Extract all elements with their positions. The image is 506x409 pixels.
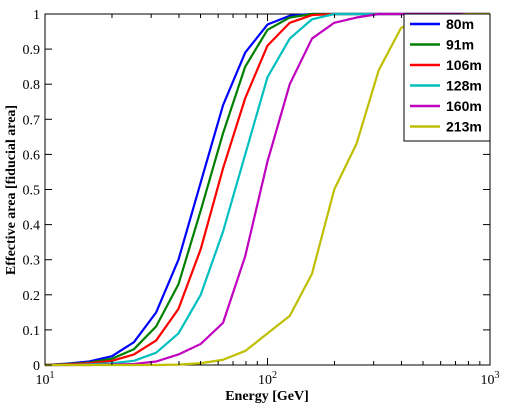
y-tick-label: 0.6	[23, 148, 41, 163]
legend-label-128m: 128m	[446, 78, 482, 94]
y-tick-label: 0.8	[23, 78, 41, 93]
y-axis-label: Effective area [fiducial area]	[4, 105, 19, 275]
y-tick-label: 0.2	[23, 289, 41, 304]
x-axis-label: Energy [GeV]	[225, 389, 309, 404]
legend-label-160m: 160m	[446, 98, 482, 114]
x-tick-base: 10	[36, 373, 50, 388]
x-tick-exponent: 1	[50, 370, 55, 381]
legend-label-213m: 213m	[446, 119, 482, 135]
x-tick-label: 102	[258, 370, 277, 388]
legend: 80m 91m 106m 128m 160m 213m	[403, 13, 491, 142]
y-tick-label: 0.1	[23, 324, 41, 339]
y-tick-labels: 0 0.1 0.2 0.3 0.4 0.5 0.6 0.7 0.8 0.9 1	[23, 8, 41, 374]
y-tick-label: 0	[33, 359, 40, 374]
y-tick-label: 0.5	[23, 184, 41, 199]
legend-box	[403, 13, 491, 142]
legend-label-91m: 91m	[446, 37, 474, 53]
y-tick-label: 0.7	[23, 113, 41, 128]
x-tick-base: 10	[481, 373, 495, 388]
y-tick-label: 0.3	[23, 254, 41, 269]
x-tick-label: 103	[481, 370, 500, 388]
x-tick-labels: 101 102 103	[36, 370, 500, 388]
y-tick-label: 1	[33, 8, 40, 23]
x-tick-base: 10	[258, 373, 272, 388]
y-tick-label: 0.4	[23, 219, 41, 234]
x-tick-exponent: 2	[272, 370, 277, 381]
x-tick-label: 101	[36, 370, 55, 388]
y-tick-label: 0.9	[23, 43, 41, 58]
x-tick-exponent: 3	[495, 370, 500, 381]
legend-label-106m: 106m	[446, 57, 482, 73]
legend-label-80m: 80m	[446, 16, 474, 32]
